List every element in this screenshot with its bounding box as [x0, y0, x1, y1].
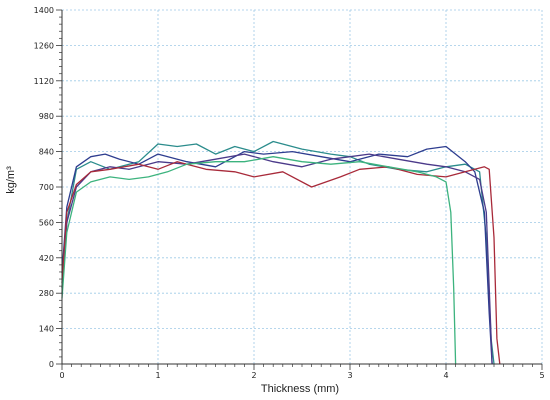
- x-axis-label: Thickness (mm): [261, 383, 339, 395]
- series-line-3: [61, 153, 493, 365]
- y-tick-label: 700: [39, 183, 54, 192]
- x-tick-label: 0: [59, 371, 64, 380]
- series-line-4: [61, 161, 501, 365]
- y-tick-label: 140: [39, 325, 54, 334]
- y-tick-label: 1400: [34, 6, 54, 15]
- y-tick-label: 420: [39, 254, 54, 263]
- y-tick-label: 840: [39, 148, 54, 157]
- grid: [62, 9, 543, 364]
- x-tick-label: 4: [443, 371, 448, 380]
- x-tick-label: 3: [347, 371, 352, 380]
- tick-labels: 0 140 280 420 560 700 840 980 1120 1260 1400 0 1 2 3 4 5: [34, 6, 545, 380]
- y-tick-label: 980: [39, 112, 54, 121]
- series-group: [61, 140, 501, 365]
- x-tick-label: 5: [539, 371, 544, 380]
- x-tick-label: 2: [251, 371, 256, 380]
- axes: [56, 9, 543, 370]
- series-line-2: [61, 145, 493, 365]
- y-tick-label: 560: [39, 218, 54, 227]
- y-tick-label: 0: [49, 360, 54, 369]
- y-tick-label: 1120: [34, 77, 54, 86]
- y-tick-label: 1260: [34, 41, 54, 50]
- series-line-5: [61, 156, 457, 365]
- y-tick-label: 280: [39, 289, 54, 298]
- y-axis-label: kg/m³: [5, 166, 17, 194]
- x-tick-label: 1: [155, 371, 160, 380]
